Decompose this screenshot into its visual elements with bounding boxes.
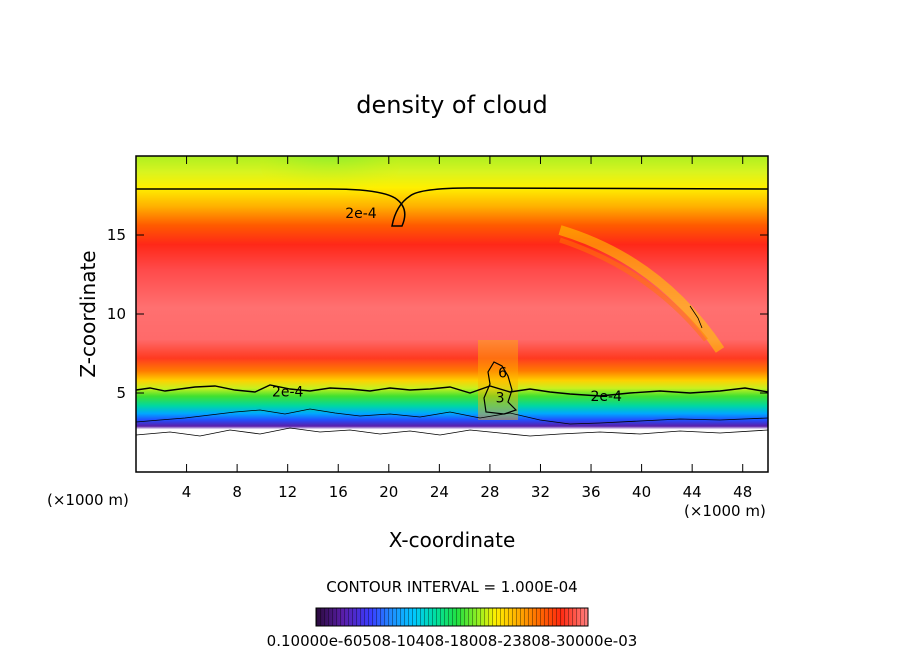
density-streak-inner <box>559 237 708 342</box>
y-tick-label: 10 <box>107 305 126 323</box>
colorbar-frame <box>315 607 589 627</box>
plot-area <box>136 156 768 472</box>
x-axis-label: X-coordinate <box>389 528 516 552</box>
contour-base-1 <box>135 408 769 425</box>
contour-labels: 2e-4 2e-4 2e-4 6 3 <box>272 206 622 407</box>
colorbar: 0.10000e-60508-10408-18008-23808-30000e-… <box>267 607 638 650</box>
x-tick-label: 24 <box>430 483 449 501</box>
contour-lower <box>135 384 769 397</box>
y-tick-label: 15 <box>107 226 126 244</box>
x-tick-label: 32 <box>531 483 550 501</box>
contour-streak <box>689 305 703 329</box>
contour-interval: CONTOUR INTERVAL = 1.000E-04 <box>326 578 577 596</box>
x-tick-label: 44 <box>683 483 702 501</box>
colorbar-labels: 0.10000e-60508-10408-18008-23808-30000e-… <box>267 632 638 650</box>
contour-label: 2e-4 <box>590 389 622 405</box>
x-tick-label: 28 <box>480 483 499 501</box>
density-gap-top <box>260 156 400 207</box>
contour-label: 3 <box>496 391 505 407</box>
colorbar-segments <box>316 608 588 626</box>
contour-upper <box>136 187 769 227</box>
x-tick-label: 20 <box>379 483 398 501</box>
density-field <box>136 156 768 472</box>
x-unit-left: (×1000 m) <box>47 491 129 509</box>
y-axis-label: Z-coordinate <box>76 250 100 377</box>
contour-base-2 <box>135 427 769 437</box>
x-tick-label: 40 <box>632 483 651 501</box>
x-tick-label: 48 <box>733 483 752 501</box>
y-axis: 5 10 15 <box>107 226 768 402</box>
chart-title: density of cloud <box>356 91 547 119</box>
contour-label: 2e-4 <box>345 206 377 222</box>
contour-label: 6 <box>498 365 507 381</box>
x-tick-label: 16 <box>329 483 348 501</box>
x-tick-label: 4 <box>182 483 192 501</box>
contour-column <box>483 361 518 415</box>
x-axis: 4 8 12 16 20 24 28 32 36 40 44 48 <box>182 156 752 501</box>
x-tick-label: 36 <box>581 483 600 501</box>
contour-label: 2e-4 <box>272 384 304 400</box>
x-unit-right: (×1000 m) <box>684 502 766 520</box>
y-tick-label: 5 <box>116 384 126 402</box>
x-tick-label: 12 <box>278 483 297 501</box>
x-tick-label: 8 <box>232 483 242 501</box>
density-streak <box>558 225 725 353</box>
contour-lines <box>135 187 769 437</box>
